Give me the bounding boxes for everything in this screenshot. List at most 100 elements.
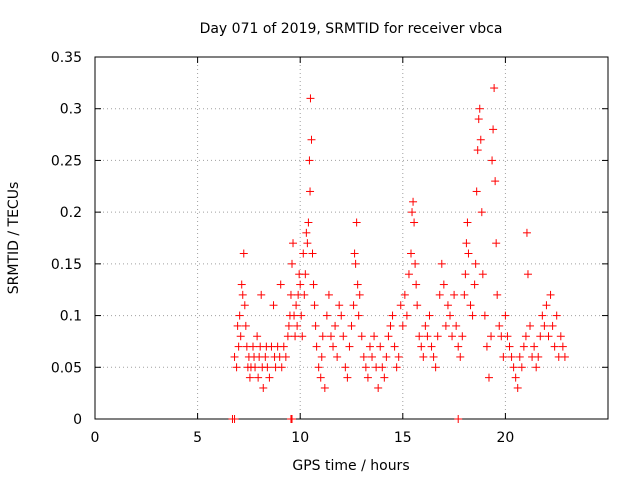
data-point — [407, 249, 416, 258]
y-tick-label: 0.2 — [60, 205, 82, 221]
data-point — [408, 208, 417, 217]
data-point — [368, 352, 377, 361]
data-point — [361, 363, 370, 372]
data-point — [454, 415, 463, 423]
data-point — [279, 342, 288, 351]
data-point — [263, 363, 272, 372]
data-point — [306, 94, 315, 103]
data-point — [347, 321, 356, 330]
data-point — [538, 311, 547, 320]
data-point — [513, 383, 522, 392]
data-point — [257, 290, 266, 299]
data-point — [472, 187, 481, 196]
axis-ticks — [94, 56, 608, 420]
y-tick-label: 0.35 — [51, 50, 82, 66]
data-point — [333, 352, 342, 361]
data-point — [341, 363, 350, 372]
data-point — [284, 321, 293, 330]
data-point — [489, 125, 498, 134]
data-point — [370, 332, 379, 341]
data-point — [390, 342, 399, 351]
data-point — [253, 332, 262, 341]
grid-lines — [95, 57, 608, 419]
data-point — [374, 383, 383, 392]
data-point — [421, 321, 430, 330]
data-point — [501, 311, 510, 320]
data-point — [309, 280, 318, 289]
data-point — [495, 321, 504, 330]
data-point — [345, 342, 354, 351]
data-point — [287, 259, 296, 268]
data-point — [235, 311, 244, 320]
data-point — [249, 342, 258, 351]
y-axis-label: SRMTID / TECUs — [6, 182, 22, 295]
data-point — [302, 228, 311, 237]
data-point — [230, 352, 239, 361]
tick-labels: 0 5 10 15 20 0 0.05 0.1 0.15 0.2 0.25 0.3 0.35 — [51, 50, 514, 446]
data-point — [484, 373, 493, 382]
data-point — [532, 363, 541, 372]
data-point — [237, 280, 246, 289]
data-point — [509, 363, 518, 372]
data-point — [398, 321, 407, 330]
data-point — [415, 332, 424, 341]
data-point — [521, 332, 530, 341]
data-point — [413, 301, 422, 310]
data-point — [458, 332, 467, 341]
data-point — [392, 363, 401, 372]
data-point — [548, 321, 557, 330]
data-point — [251, 363, 260, 372]
data-point — [314, 363, 323, 372]
data-point — [475, 104, 484, 113]
plot-frame — [94, 56, 609, 420]
data-point — [317, 352, 326, 361]
data-point — [511, 373, 520, 382]
data-point — [560, 352, 569, 361]
data-point — [468, 311, 477, 320]
data-point — [254, 373, 263, 382]
data-point — [316, 373, 325, 382]
data-point — [339, 332, 348, 341]
data-point — [478, 270, 487, 279]
data-point — [417, 342, 426, 351]
data-point — [443, 301, 452, 310]
data-point — [425, 311, 434, 320]
data-point — [283, 332, 292, 341]
data-point — [522, 228, 531, 237]
data-point — [464, 249, 473, 258]
data-point — [331, 321, 340, 330]
data-point — [492, 239, 501, 248]
data-point — [544, 332, 553, 341]
x-tick-label: 20 — [496, 430, 514, 446]
data-point — [462, 239, 471, 248]
data-point — [287, 415, 296, 423]
data-point — [461, 270, 470, 279]
data-point — [286, 290, 295, 299]
data-point — [517, 363, 526, 372]
data-point — [241, 321, 250, 330]
data-point — [363, 373, 372, 382]
data-point — [439, 280, 448, 289]
data-point — [473, 146, 482, 155]
data-point — [463, 218, 472, 227]
data-point — [238, 290, 247, 299]
data-point — [471, 259, 480, 268]
data-point — [445, 311, 454, 320]
data-point — [487, 332, 496, 341]
x-tick-label: 10 — [291, 430, 309, 446]
data-point — [312, 342, 321, 351]
y-tick-label: 0.15 — [51, 257, 82, 273]
data-point — [380, 373, 389, 382]
data-point — [308, 249, 317, 258]
data-point — [536, 332, 545, 341]
data-point — [297, 311, 306, 320]
data-point — [507, 352, 516, 361]
data-point — [276, 280, 285, 289]
y-tick-label: 0 — [73, 412, 82, 428]
data-point — [232, 363, 241, 372]
data-point — [396, 301, 405, 310]
data-point — [409, 197, 418, 206]
data-point — [556, 332, 565, 341]
data-points — [228, 84, 569, 423]
data-point — [300, 290, 309, 299]
